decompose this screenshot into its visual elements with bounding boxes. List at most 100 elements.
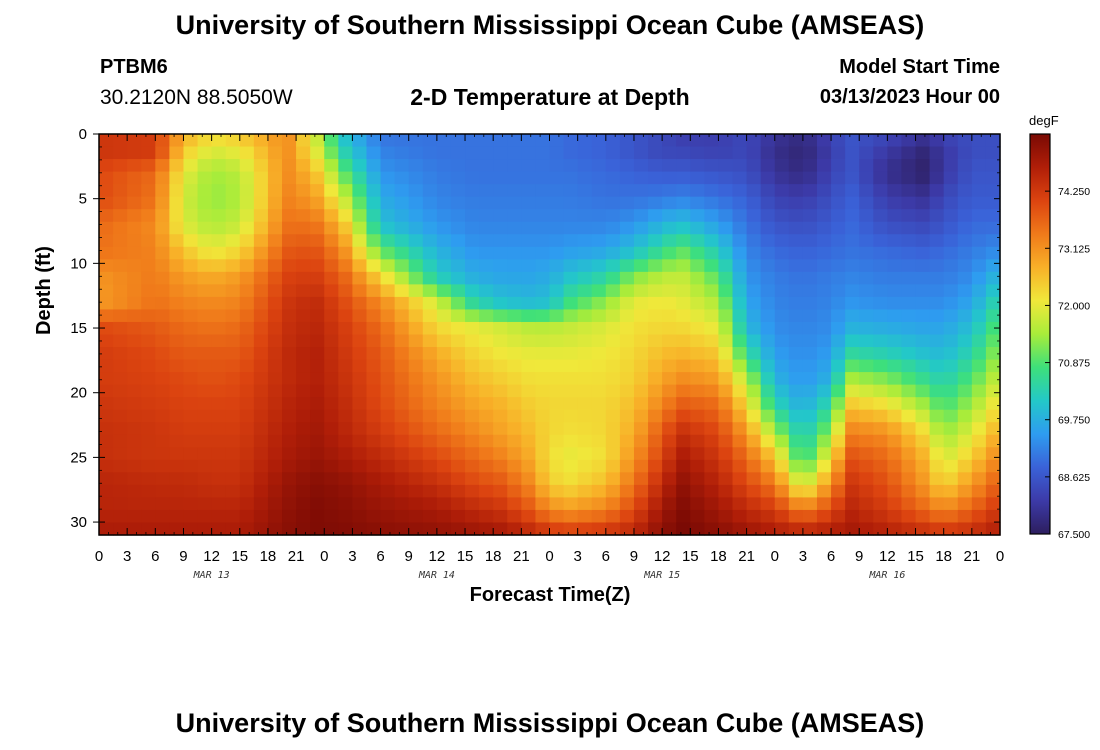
heatmap-cell [760, 184, 776, 198]
heatmap-cell [704, 497, 720, 511]
heatmap-cell [282, 184, 297, 198]
heatmap-cell [113, 171, 128, 185]
heatmap-cell [380, 221, 396, 235]
heatmap-cell [929, 321, 945, 336]
heatmap-cell [169, 246, 185, 260]
heatmap-cell [802, 484, 818, 499]
heatmap-cell [859, 422, 874, 436]
heatmap-cell [971, 422, 987, 436]
heatmap-cell [267, 296, 283, 311]
heatmap-cell [141, 497, 156, 511]
heatmap-cell [282, 447, 297, 461]
heatmap-cell [577, 309, 593, 323]
heatmap-cell [197, 409, 213, 423]
heatmap-cell [394, 321, 410, 336]
heatmap-cell [690, 209, 705, 223]
heatmap-cell [141, 422, 156, 436]
heatmap-cell [282, 284, 297, 298]
heatmap-cell [873, 284, 888, 298]
heatmap-cell [507, 134, 522, 148]
heatmap-cell [366, 146, 382, 160]
heatmap-cell [408, 347, 424, 361]
heatmap-cell [310, 171, 325, 185]
heatmap-cell [676, 447, 691, 461]
heatmap-cell [479, 334, 494, 348]
heatmap-cell [732, 522, 748, 536]
heatmap-cell [943, 271, 959, 285]
heatmap-cell [183, 184, 199, 198]
heatmap-cell [253, 296, 269, 311]
heatmap-cell [493, 134, 508, 148]
heatmap-cell [746, 484, 762, 499]
heatmap-cell [394, 459, 410, 473]
heatmap-cell [183, 447, 199, 461]
heatmap-cell [450, 359, 466, 373]
heatmap-cell [605, 184, 621, 198]
heatmap-cell [704, 271, 720, 285]
heatmap-cell [845, 159, 860, 173]
colorbar-tick-label: 73.125 [1058, 243, 1090, 255]
heatmap-cell [549, 296, 565, 311]
heatmap-cell [493, 384, 508, 398]
heatmap-cell [450, 209, 466, 223]
heatmap-cell [465, 384, 480, 398]
heatmap-cell [141, 459, 156, 473]
heatmap-cell [718, 309, 734, 323]
heatmap-cell [662, 459, 677, 473]
heatmap-cell [436, 447, 452, 461]
heatmap-cell [296, 271, 311, 285]
heatmap-cell [633, 134, 649, 148]
heatmap-cell [929, 497, 945, 511]
heatmap-cell [591, 134, 607, 148]
heatmap-cell [338, 321, 354, 336]
heatmap-cell [676, 159, 691, 173]
heatmap-cell [915, 397, 931, 411]
heatmap-cell [507, 484, 522, 499]
heatmap-cell [422, 271, 438, 285]
x-tick-label: 3 [123, 548, 131, 565]
heatmap-cell [887, 384, 903, 398]
heatmap-cell [521, 422, 537, 436]
heatmap-cell [718, 509, 734, 524]
heatmap-cell [465, 434, 480, 448]
heatmap-cell [141, 209, 156, 223]
heatmap-cell [225, 384, 241, 398]
heatmap-cell [619, 472, 635, 486]
heatmap-cell [267, 184, 283, 198]
heatmap-cell [788, 321, 804, 336]
heatmap-cell [267, 497, 283, 511]
heatmap-cell [338, 434, 354, 448]
heatmap-cell [507, 234, 522, 248]
heatmap-cell [732, 409, 748, 423]
heatmap-cell [718, 334, 734, 348]
heatmap-cell [563, 347, 579, 361]
heatmap-cell [521, 372, 537, 386]
heatmap-cell [338, 171, 354, 185]
heatmap-cell [352, 509, 368, 524]
heatmap-cell [704, 146, 720, 160]
heatmap-cell [521, 321, 537, 336]
heatmap-cell [183, 347, 199, 361]
heatmap-cell [985, 284, 1001, 298]
heatmap-cell [929, 296, 945, 311]
heatmap-cell [155, 296, 170, 311]
heatmap-cell [225, 347, 241, 361]
heatmap-cell [831, 309, 846, 323]
heatmap-cell [127, 321, 142, 336]
heatmap-cell [816, 422, 832, 436]
y-tick-label: 20 [70, 385, 87, 402]
heatmap-cell [493, 447, 508, 461]
heatmap-cell [422, 196, 438, 210]
heatmap-cell [760, 296, 776, 311]
heatmap-cell [408, 309, 424, 323]
heatmap-cell [591, 509, 607, 524]
heatmap-cell [746, 246, 762, 260]
heatmap-cell [225, 271, 241, 285]
heatmap-cell [957, 384, 973, 398]
heatmap-cell [380, 509, 396, 524]
heatmap-cell [113, 384, 128, 398]
heatmap-cell [465, 484, 480, 499]
temperature-heatmap-chart: 0 3 6 9 12 15 18 21 0 3 6 9 12 15 18 21 0 3 6 9 12 15 18 21 0 3 6 9… [70, 126, 1090, 581]
heatmap-cell [859, 347, 874, 361]
heatmap-cell [732, 296, 748, 311]
